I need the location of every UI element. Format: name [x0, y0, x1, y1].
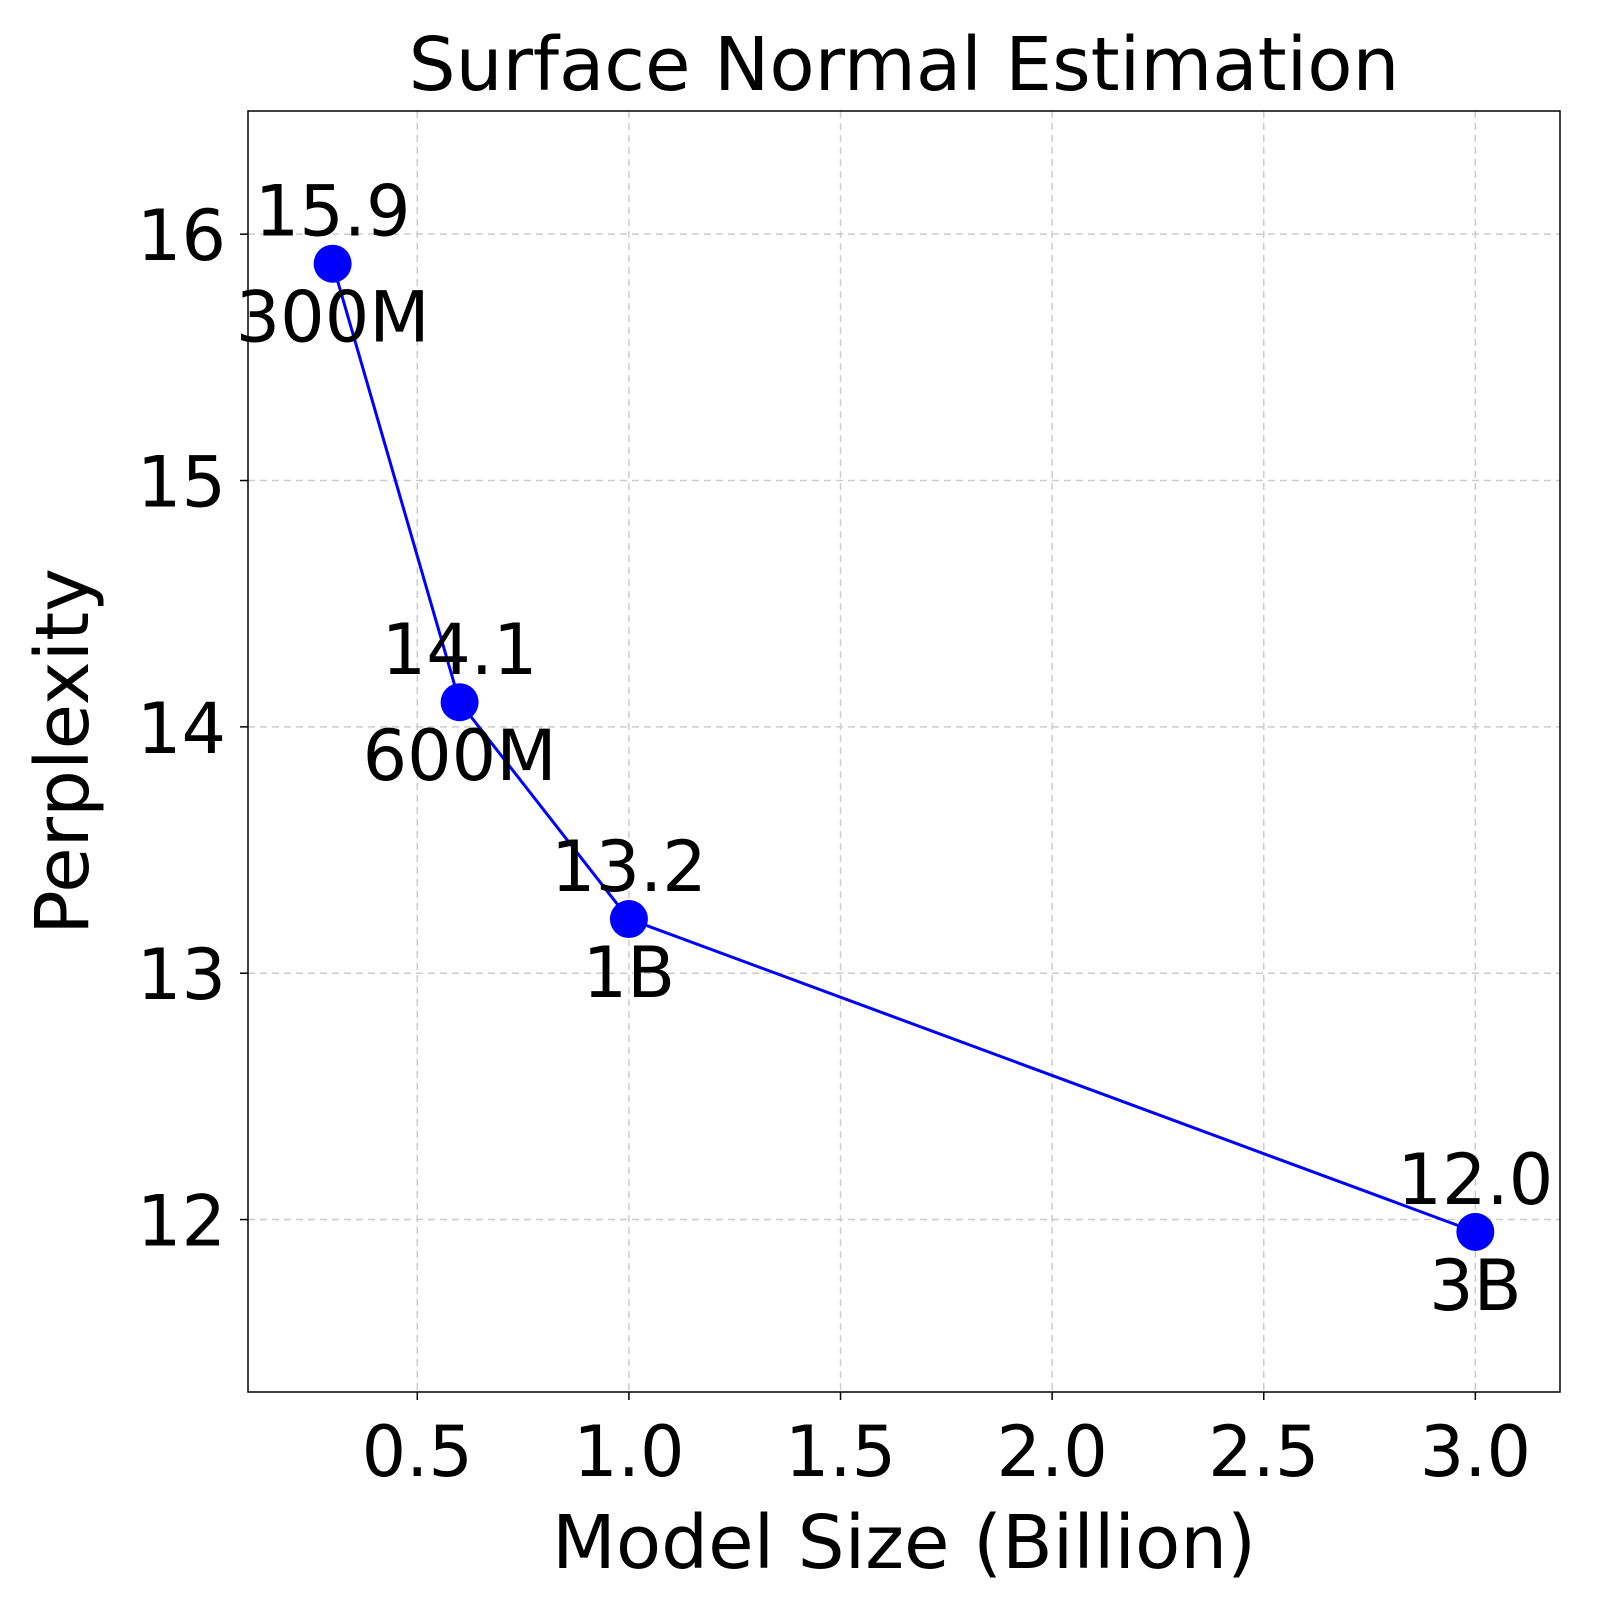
- model-size-label: 3B: [1429, 1245, 1522, 1327]
- y-tick-label: 14: [137, 688, 226, 770]
- x-axis-title: Model Size (Billion): [552, 1500, 1256, 1586]
- model-size-label: 300M: [236, 277, 430, 359]
- y-axis-title: Perplexity: [20, 568, 106, 935]
- series-line: [331, 263, 1476, 1234]
- data-point: [313, 244, 352, 283]
- data-value-label: 12.0: [1397, 1139, 1553, 1221]
- data-value-label: 13.2: [551, 826, 707, 908]
- y-tick-label: 13: [137, 934, 226, 1016]
- data-point: [440, 683, 479, 722]
- data-value-label: 14.1: [382, 609, 538, 691]
- x-tick-label: 1.5: [785, 1411, 896, 1493]
- x-tick-label: 3.0: [1420, 1411, 1531, 1493]
- y-tick-label: 15: [137, 442, 226, 524]
- x-tick-label: 0.5: [362, 1411, 473, 1493]
- data-point: [609, 900, 648, 939]
- data-value-label: 15.9: [255, 171, 411, 253]
- point-labels: 15.9 300M 14.1 600M 13.2 1B 12.0 3B: [236, 171, 1554, 1327]
- x-axis: 0.5 1.0 1.5 2.0 2.5 3.0: [362, 1392, 1531, 1493]
- model-size-label: 1B: [583, 932, 676, 1014]
- y-tick-label: 12: [137, 1181, 226, 1263]
- series-group: [313, 244, 1495, 1251]
- plot-frame: [247, 110, 1561, 1393]
- chart-title: Surface Normal Estimation: [409, 22, 1400, 108]
- x-tick-label: 2.5: [1208, 1411, 1319, 1493]
- data-point: [1456, 1212, 1495, 1251]
- model-size-label: 600M: [363, 715, 557, 797]
- x-tick-label: 2.0: [996, 1411, 1107, 1493]
- y-axis: 12 13 14 15 16: [137, 195, 248, 1263]
- y-tick-label: 16: [137, 195, 226, 277]
- x-tick-label: 1.0: [573, 1411, 684, 1493]
- grid: [248, 111, 1560, 1392]
